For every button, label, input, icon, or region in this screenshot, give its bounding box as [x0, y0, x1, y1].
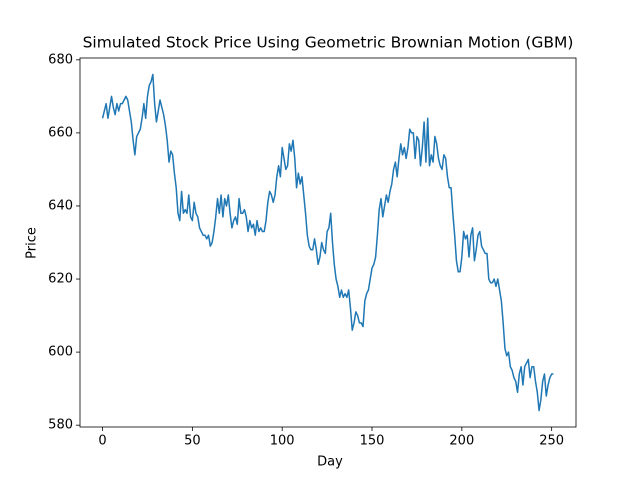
- y-tick-label: 620: [48, 272, 73, 287]
- x-tick-label: 250: [539, 434, 564, 449]
- x-tick-label: 150: [360, 434, 385, 449]
- chart-title: Simulated Stock Price Using Geometric Br…: [83, 34, 574, 52]
- y-tick-label: 680: [48, 52, 73, 67]
- price-line: [101, 73, 554, 412]
- x-tick-label: 0: [98, 434, 106, 449]
- y-tick-label: 580: [48, 418, 73, 433]
- x-tick-label: 200: [449, 434, 474, 449]
- x-tick-label: 50: [184, 434, 201, 449]
- y-tick-label: 600: [48, 345, 73, 360]
- y-tick-label: 640: [48, 198, 73, 213]
- y-tick-label: 660: [48, 125, 73, 140]
- plot-frame: [79, 57, 577, 428]
- y-axis-label: Price: [25, 227, 40, 259]
- x-tick-label: 100: [270, 434, 295, 449]
- x-axis-label: Day: [317, 455, 343, 470]
